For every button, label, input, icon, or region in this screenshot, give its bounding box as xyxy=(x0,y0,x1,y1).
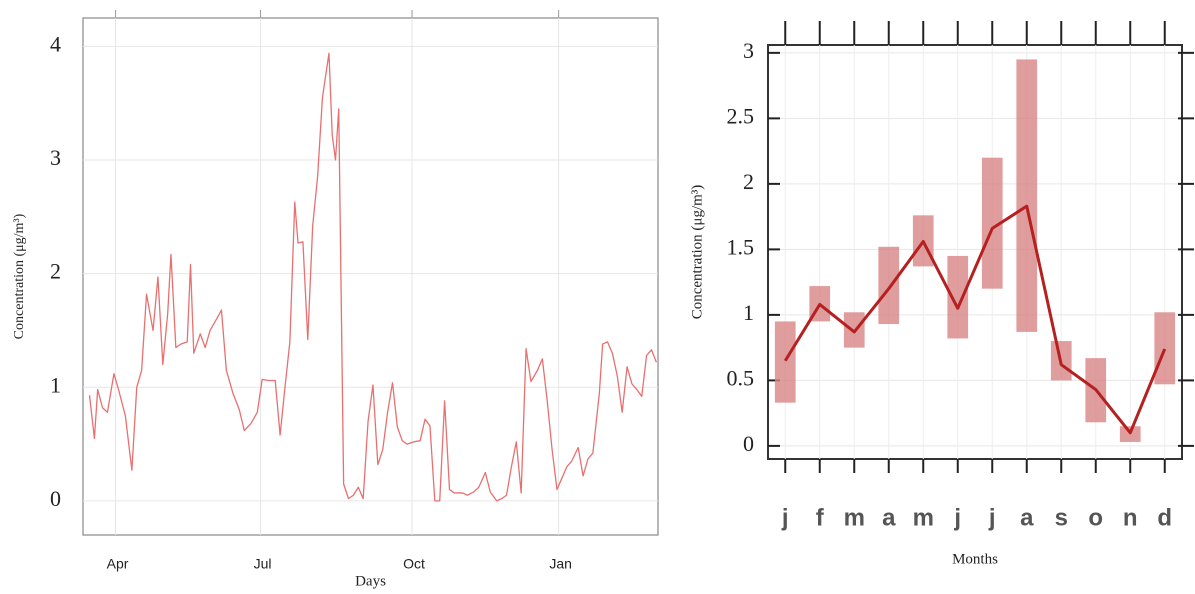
x-tick-label: j xyxy=(953,504,961,531)
y-tick-label: 0 xyxy=(743,431,754,456)
y-tick-label: 3 xyxy=(743,38,754,63)
x-tick-label: j xyxy=(988,504,996,531)
x-tick-label: j xyxy=(781,504,789,531)
y-tick-label: 0 xyxy=(50,486,61,511)
y-tick-label: 2 xyxy=(50,259,61,284)
x-tick-label: Jul xyxy=(254,556,272,572)
data-line xyxy=(88,52,657,502)
x-tick-label: Jan xyxy=(549,556,572,572)
plot-frame xyxy=(767,44,1183,460)
x-tick-label: f xyxy=(816,504,825,531)
data-line xyxy=(783,204,1167,435)
plot-frame xyxy=(82,17,659,536)
y-tick-label: 4 xyxy=(50,31,61,56)
x-tick-label: s xyxy=(1055,504,1068,531)
range-bar xyxy=(947,255,969,339)
x-axis-label: Months xyxy=(952,551,998,567)
y-axis-label: Concentration (μg/m³) xyxy=(689,185,705,320)
x-tick-label: Oct xyxy=(403,556,425,572)
range-bar xyxy=(1154,312,1176,385)
y-tick-label: 1 xyxy=(743,300,754,325)
x-tick-label: Apr xyxy=(107,556,129,572)
y-axis-label: Concentration (μg/m³) xyxy=(12,213,27,339)
range-bar xyxy=(1016,59,1038,332)
x-tick-label: n xyxy=(1123,504,1138,531)
range-bar xyxy=(774,321,796,403)
x-tick-label: a xyxy=(1020,504,1034,531)
y-tick-label: 2.5 xyxy=(727,103,755,128)
x-tick-label: m xyxy=(844,504,865,531)
x-tick-label: d xyxy=(1157,504,1172,531)
y-tick-label: 1 xyxy=(50,372,61,397)
x-tick-label: o xyxy=(1088,504,1103,531)
x-axis-label: Days xyxy=(355,573,386,589)
y-tick-label: 2 xyxy=(743,169,754,194)
x-tick-label: m xyxy=(913,504,934,531)
x-tick-label: a xyxy=(882,504,896,531)
y-tick-label: 3 xyxy=(50,145,61,170)
y-tick-label: 1.5 xyxy=(727,234,755,259)
range-bar xyxy=(981,157,1003,289)
range-bar xyxy=(878,246,900,325)
y-tick-label: 0.5 xyxy=(727,365,755,390)
